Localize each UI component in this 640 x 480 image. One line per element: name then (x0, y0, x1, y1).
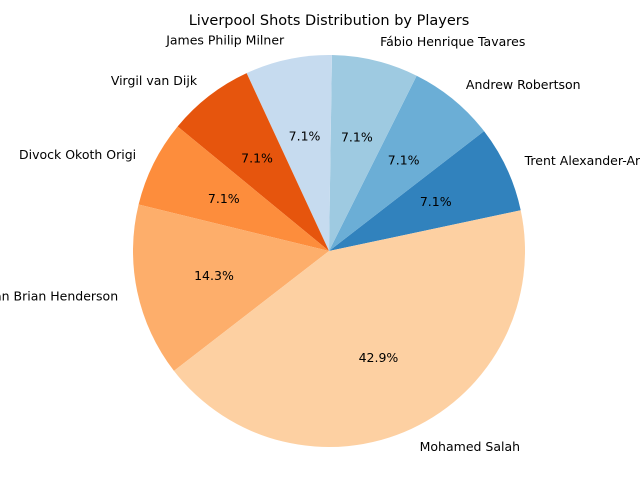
percent-label-trent-alexander-arnold: 7.1% (420, 194, 452, 209)
slice-labels: Trent Alexander-Arnold Andrew Robertson Fá… (0, 33, 640, 455)
slice-label-divock-okoth-origi: Divock Okoth Origi (19, 147, 136, 162)
percent-label-fabio-henrique-tavares: 7.1% (341, 129, 373, 144)
pie-slice-trent-alexander-arnold (329, 131, 521, 251)
pie-slice-andrew-robertson (329, 75, 485, 251)
pie-slice-fabio-henrique-tavares (329, 55, 417, 251)
percent-label-james-philip-milner: 7.1% (289, 128, 321, 143)
slice-label-virgil-van-dijk: Virgil van Dijk (111, 73, 198, 88)
pie-slice-virgil-van-dijk (177, 73, 329, 251)
slice-label-mohamed-salah: Mohamed Salah (420, 439, 520, 454)
slice-label-andrew-robertson: Andrew Robertson (466, 77, 581, 92)
slice-label-james-philip-milner: James Philip Milner (165, 33, 285, 48)
slice-label-fabio-henrique-tavares: Fábio Henrique Tavares (380, 34, 525, 49)
percent-label-mohamed-salah: 42.9% (359, 350, 399, 365)
percent-label-divock-okoth-origi: 7.1% (208, 191, 240, 206)
slice-label-jordan-brian-henderson: Jordan Brian Henderson (0, 288, 118, 303)
percent-labels: 7.1% 7.1% 7.1% 7.1% 7.1% 7.1% 14.3% 42.9% (194, 128, 452, 365)
pie-slice-jordan-brian-henderson (133, 204, 329, 371)
chart-title: Liverpool Shots Distribution by Players (189, 13, 470, 29)
pie-slice-mohamed-salah (173, 210, 526, 448)
percent-label-jordan-brian-henderson: 14.3% (194, 268, 234, 283)
percent-label-virgil-van-dijk: 7.1% (241, 150, 273, 165)
pie-slice-divock-okoth-origi (138, 126, 329, 251)
pie-slices (133, 54, 526, 448)
pie-slice-james-philip-milner (246, 54, 332, 251)
percent-label-andrew-robertson: 7.1% (388, 153, 420, 168)
slice-label-trent-alexander-arnold: Trent Alexander-Arnold (524, 153, 640, 168)
